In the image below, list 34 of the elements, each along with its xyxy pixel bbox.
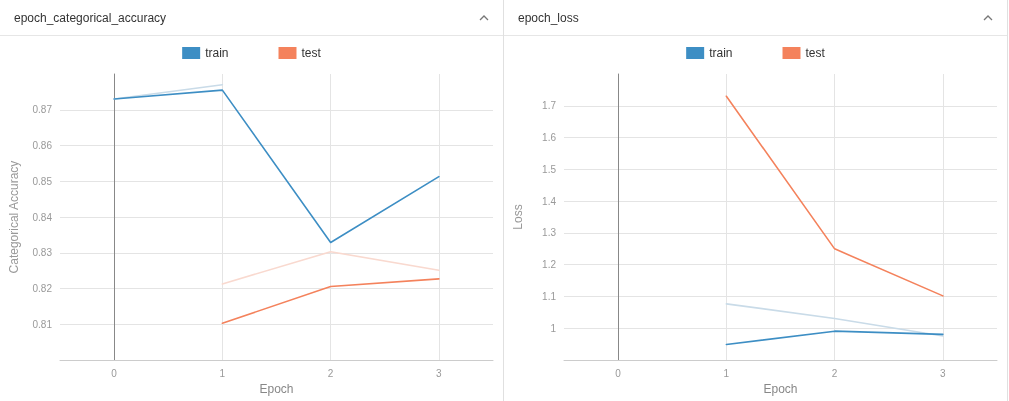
legend-label: train (709, 46, 733, 60)
y-tick-label: 0.84 (32, 211, 53, 223)
legend-label: test (301, 46, 322, 60)
y-tick-label: 1.7 (542, 100, 557, 112)
y-tick-label: 0.85 (32, 175, 53, 187)
chart-title: epoch_categorical_accuracy (14, 10, 167, 25)
line-series (113, 89, 440, 244)
y-tick-label: 0.82 (32, 283, 53, 295)
y-tick-label: 1 (550, 322, 557, 334)
chart-title: epoch_loss (518, 10, 579, 25)
y-tick-label: 0.87 (32, 104, 53, 116)
y-tick-label: 0.81 (32, 318, 53, 330)
legend-label: test (805, 46, 826, 60)
y-tick-label: 1.2 (542, 259, 557, 271)
x-axis-title: Epoch (763, 382, 798, 396)
y-axis-title: Categorical Accuracy (7, 160, 21, 274)
y-tick-label: 1.1 (542, 291, 557, 303)
x-axis-title: Epoch (259, 382, 294, 396)
x-tick-label: 1 (723, 367, 730, 379)
x-tick-label: 3 (436, 367, 443, 379)
x-tick-label: 3 (940, 367, 947, 379)
y-tick-label: 0.83 (32, 247, 53, 259)
x-tick-label: 1 (219, 367, 226, 379)
y-tick-label: 1.4 (542, 195, 557, 207)
y-tick-label: 1.3 (542, 227, 557, 239)
y-tick-label: 1.5 (542, 163, 557, 175)
x-tick-label: 0 (615, 367, 622, 379)
y-tick-label: 0.86 (32, 140, 53, 152)
x-tick-label: 2 (831, 367, 838, 379)
y-tick-label: 1.6 (542, 132, 557, 144)
legend-label: train (205, 46, 229, 60)
y-axis-title: Loss (511, 204, 525, 230)
x-tick-label: 2 (327, 367, 334, 379)
x-tick-label: 0 (111, 367, 118, 379)
